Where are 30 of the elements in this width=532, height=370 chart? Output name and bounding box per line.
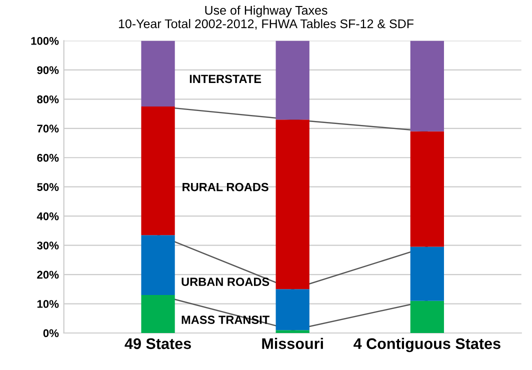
y-tick-label: 0%: [43, 329, 59, 338]
bar: [276, 120, 310, 290]
x-tick-label: 4 Contiguous States: [354, 338, 500, 352]
bar: [410, 131, 444, 247]
bar: [141, 235, 175, 295]
bar: [141, 106, 175, 236]
y-tick-label: 90%: [37, 66, 59, 74]
bar: [410, 40, 444, 132]
y-tick-label: 30%: [36, 242, 59, 250]
x-tick-label: Missouri: [262, 338, 323, 350]
y-tick-label: 70%: [37, 124, 59, 133]
bar: [276, 289, 310, 330]
bar: [276, 330, 310, 333]
y-tick-label: 80%: [37, 95, 59, 104]
y-tick-label: 50%: [37, 183, 59, 191]
series-label: URBAN ROADS: [182, 278, 270, 286]
x-tick-label: 49 States: [124, 338, 191, 350]
series-label: RURAL ROADS: [182, 182, 268, 192]
bar: [410, 300, 444, 333]
y-tick-label: 20%: [37, 270, 59, 279]
bar: [141, 295, 175, 333]
y-tick-label: 40%: [36, 212, 59, 220]
bar: [276, 40, 310, 120]
series-label: INTERSTATE: [190, 74, 262, 84]
y-tick-label: 60%: [37, 154, 59, 162]
bar: [410, 246, 444, 301]
chart-title: Use of Highway Taxes 10-Year Total 2002-2012, FHWA Tables SF-12 & SDF: [118, 6, 414, 30]
bar: [141, 40, 175, 106]
y-tick-label: 100%: [31, 36, 59, 45]
y-tick-label: 10%: [37, 300, 59, 308]
